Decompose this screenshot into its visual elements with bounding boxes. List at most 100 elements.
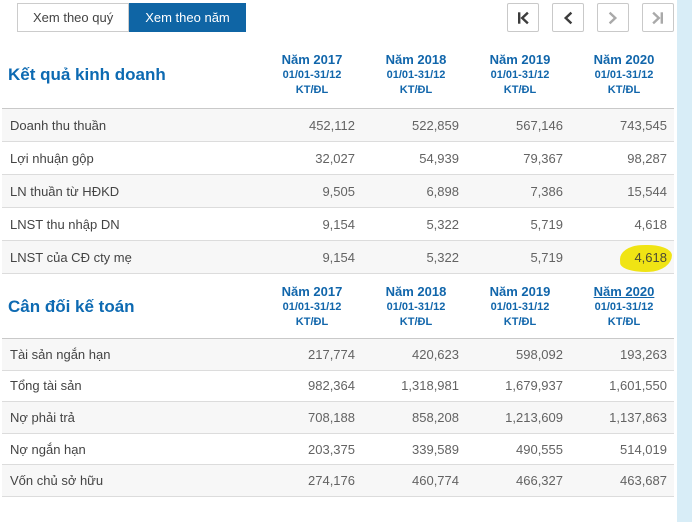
cell-value: 982,364 — [308, 378, 355, 394]
cell-value-highlighted: 4,618 — [570, 243, 674, 273]
previous-page-button[interactable] — [552, 3, 584, 32]
chevron-right-icon — [606, 11, 620, 25]
row-label: LN thuần từ HĐKD — [10, 183, 120, 199]
cell-value: 1,137,863 — [609, 409, 667, 425]
year-label[interactable]: Năm 2020 — [593, 284, 655, 299]
cell-value: 420,623 — [412, 346, 459, 362]
cell-value: 5,322 — [426, 216, 459, 232]
period-label: 01/01-31/12 — [282, 301, 342, 313]
cell-value: 514,019 — [620, 441, 667, 457]
table-row: Doanh thu thuần 452,112 522,859 567,146 … — [2, 109, 674, 142]
cell-value: 5,322 — [426, 249, 459, 265]
table-row: LNST của CĐ cty mẹ 9,154 5,322 5,719 4,6… — [2, 241, 674, 274]
last-page-icon — [651, 11, 665, 25]
cell-value: 466,327 — [516, 473, 563, 489]
cell-value: 463,687 — [620, 473, 667, 489]
cell-value: 9,154 — [322, 216, 355, 232]
toolbar: Xem theo quý Xem theo năm — [0, 0, 676, 34]
cell-value: 460,774 — [412, 473, 459, 489]
unit-label: KT/ĐL — [295, 84, 329, 96]
table-row: Nợ phải trả 708,188 858,208 1,213,609 1,… — [2, 402, 674, 434]
cell-value: 522,859 — [412, 117, 459, 133]
unit-label: KT/ĐL — [295, 316, 329, 328]
row-label: Tài sản ngắn hạn — [10, 346, 111, 362]
period-pager — [494, 3, 676, 32]
income-statement-table: Doanh thu thuần 452,112 522,859 567,146 … — [2, 108, 674, 274]
cell-value: 54,939 — [419, 150, 459, 166]
row-label: Nợ ngắn hạn — [10, 441, 86, 457]
section-title-balance: Cân đối kế toán — [8, 296, 135, 316]
section-title-income: Kết quả kinh doanh — [8, 64, 166, 84]
column-header-2020: Năm 2020 01/01-31/12 KT/ĐL — [572, 283, 676, 330]
cell-value: 708,188 — [308, 409, 355, 425]
period-label: 01/01-31/12 — [594, 301, 654, 313]
cell-value: 1,213,609 — [505, 409, 563, 425]
first-page-button[interactable] — [507, 3, 539, 32]
year-label[interactable]: Năm 2017 — [281, 52, 343, 67]
cell-value: 339,589 — [412, 441, 459, 457]
table-row: Nợ ngắn hạn 203,375 339,589 490,555 514,… — [2, 434, 674, 466]
unit-label: KT/ĐL — [399, 316, 433, 328]
cell-value: 5,719 — [530, 216, 563, 232]
table-row: Lợi nhuận gộp 32,027 54,939 79,367 98,28… — [2, 142, 674, 175]
cell-value: 32,027 — [315, 150, 355, 166]
cell-value: 9,505 — [322, 183, 355, 199]
cell-value: 1,679,937 — [505, 378, 563, 394]
column-header-2018: Năm 2018 01/01-31/12 KT/ĐL — [364, 283, 468, 330]
table-row: LNST thu nhập DN 9,154 5,322 5,719 4,618 — [2, 208, 674, 241]
period-label: 01/01-31/12 — [386, 69, 446, 81]
cell-value: 6,898 — [426, 183, 459, 199]
cell-value: 7,386 — [530, 183, 563, 199]
cell-value: 452,112 — [308, 117, 355, 133]
vertical-scrollbar[interactable] — [677, 0, 692, 522]
year-label[interactable]: Năm 2018 — [385, 284, 447, 299]
cell-value: 193,263 — [620, 346, 667, 362]
chevron-left-icon — [561, 11, 575, 25]
year-label[interactable]: Năm 2018 — [385, 52, 447, 67]
cell-value: 5,719 — [530, 249, 563, 265]
column-header-2017: Năm 2017 01/01-31/12 KT/ĐL — [260, 283, 364, 330]
balance-sheet-table: Tài sản ngắn hạn 217,774 420,623 598,092… — [2, 338, 674, 497]
cell-value: 9,154 — [322, 249, 355, 265]
row-label: Nợ phải trả — [10, 409, 75, 425]
column-header-2017: Năm 2017 01/01-31/12 KT/ĐL — [260, 51, 364, 98]
unit-label: KT/ĐL — [607, 316, 641, 328]
unit-label: KT/ĐL — [503, 316, 537, 328]
year-label[interactable]: Năm 2019 — [489, 52, 551, 67]
period-label: 01/01-31/12 — [490, 301, 550, 313]
cell-value: 217,774 — [308, 346, 355, 362]
year-label[interactable]: Năm 2017 — [281, 284, 343, 299]
last-page-button[interactable] — [642, 3, 674, 32]
cell-value: 1,318,981 — [401, 378, 459, 394]
cell-value: 490,555 — [516, 441, 563, 457]
table-row: Tổng tài sản 982,364 1,318,981 1,679,937… — [2, 371, 674, 403]
unit-label: KT/ĐL — [503, 84, 537, 96]
row-label: LNST thu nhập DN — [10, 216, 120, 232]
unit-label: KT/ĐL — [399, 84, 433, 96]
column-header-2020: Năm 2020 01/01-31/12 KT/ĐL — [572, 51, 676, 98]
table-row: Vốn chủ sở hữu 274,176 460,774 466,327 4… — [2, 465, 674, 497]
year-label[interactable]: Năm 2020 — [593, 52, 655, 67]
row-label: Lợi nhuận gộp — [10, 150, 94, 166]
cell-value: 15,544 — [627, 183, 667, 199]
cell-value: 274,176 — [308, 473, 355, 489]
cell-value: 567,146 — [516, 117, 563, 133]
cell-value: 743,545 — [620, 117, 667, 133]
year-label[interactable]: Năm 2019 — [489, 284, 551, 299]
column-header-2019: Năm 2019 01/01-31/12 KT/ĐL — [468, 51, 572, 98]
tab-view-by-year[interactable]: Xem theo năm — [129, 3, 246, 32]
period-label: 01/01-31/12 — [386, 301, 446, 313]
cell-value: 79,367 — [523, 150, 563, 166]
income-statement-header: Kết quả kinh doanh Năm 2017 01/01-31/12 … — [0, 51, 676, 108]
cell-value: 1,601,550 — [609, 378, 667, 394]
row-label: Vốn chủ sở hữu — [10, 473, 104, 489]
row-label: LNST của CĐ cty mẹ — [10, 249, 132, 265]
cell-value: 598,092 — [516, 346, 563, 362]
column-header-2019: Năm 2019 01/01-31/12 KT/ĐL — [468, 283, 572, 330]
first-page-icon — [516, 11, 530, 25]
row-label: Doanh thu thuần — [10, 117, 107, 133]
next-page-button[interactable] — [597, 3, 629, 32]
tab-view-by-quarter[interactable]: Xem theo quý — [17, 3, 130, 32]
period-label: 01/01-31/12 — [282, 69, 342, 81]
